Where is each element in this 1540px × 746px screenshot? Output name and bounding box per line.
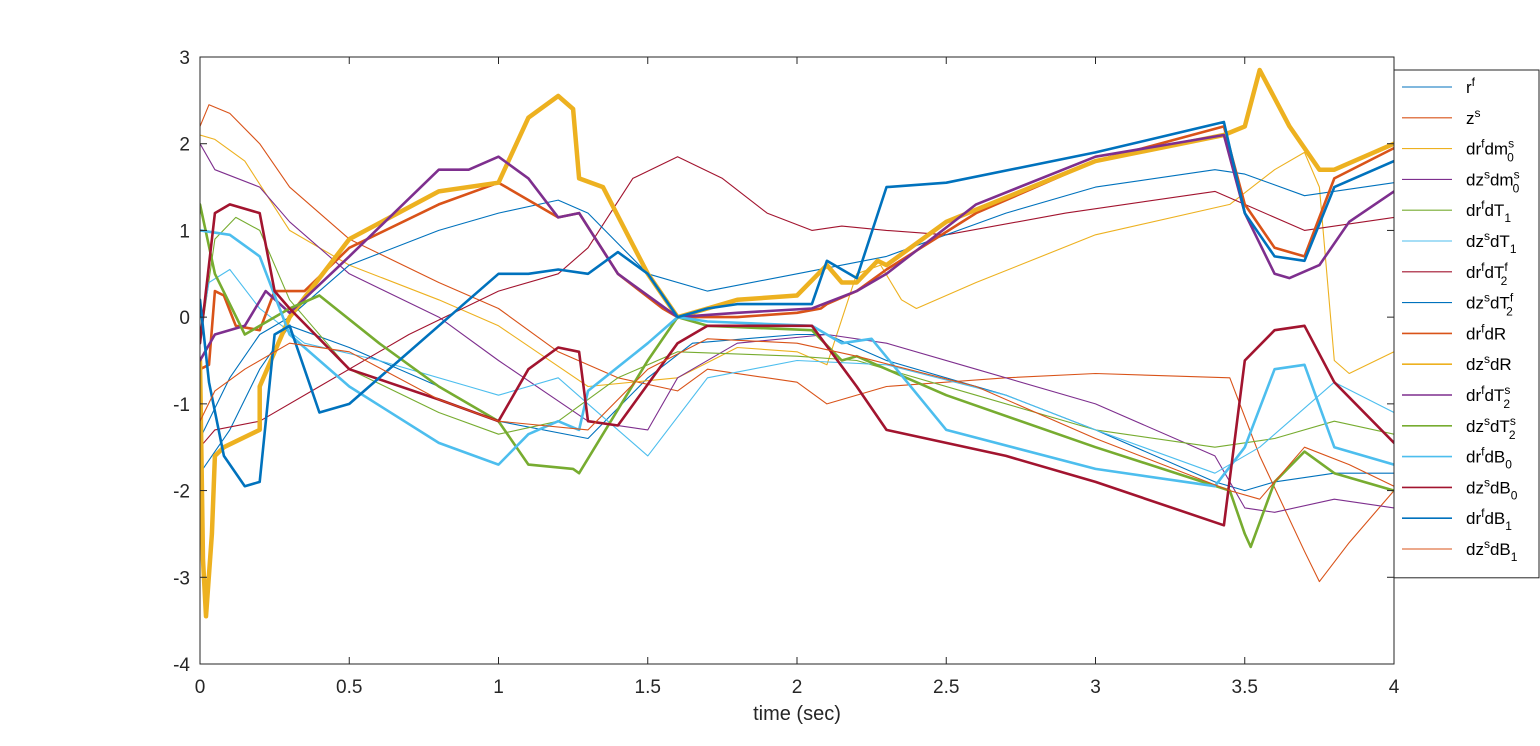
legend-entry-label: drf​dB1​ xyxy=(1466,506,1512,533)
x-tick-label: 1 xyxy=(493,677,504,698)
x-tick-label: 0.5 xyxy=(336,677,362,698)
y-tick-label: 3 xyxy=(179,48,190,69)
series-layer xyxy=(200,67,1394,619)
series-line-4 xyxy=(200,143,1394,513)
y-tick-label: 2 xyxy=(179,135,190,156)
series-line-1 xyxy=(200,325,1394,492)
y-tick-label: -1 xyxy=(173,395,190,416)
y-axis: -4 -3 -2 -1 0 1 2 3 xyxy=(173,48,1394,676)
legend-entry-label: zs​ xyxy=(1466,106,1481,128)
series-line-15 xyxy=(200,120,1394,488)
x-tick-label: 3 xyxy=(1090,677,1101,698)
y-tick-label: 0 xyxy=(179,308,190,329)
x-tick-label: 0 xyxy=(195,677,206,698)
legend-entry-label: drf​dT1​ xyxy=(1466,198,1511,225)
legend-entry-label: rf​ xyxy=(1466,75,1476,97)
x-axis: 0 0.5 1 1.5 2 2.5 3 3.5 4 xyxy=(195,57,1400,698)
legend-entry-label: dzs​dB0​ xyxy=(1466,475,1518,502)
series-line-14 xyxy=(200,203,1394,527)
series-line-6 xyxy=(200,268,1394,474)
series-line-12 xyxy=(200,203,1394,549)
series-line-16 xyxy=(200,338,1394,500)
legend-entry-label: drf​dB0​ xyxy=(1466,445,1512,472)
x-tick-label: 2.5 xyxy=(933,677,959,698)
x-tick-label: 1.5 xyxy=(635,677,661,698)
x-tick-label: 2 xyxy=(792,677,803,698)
y-tick-label: 1 xyxy=(179,221,190,242)
y-tick-label: -2 xyxy=(173,482,190,503)
x-tick-label: 3.5 xyxy=(1232,677,1258,698)
series-line-2 xyxy=(200,104,1394,583)
legend-entry-label: drf​dR xyxy=(1466,321,1506,343)
y-tick-label: -4 xyxy=(173,655,190,676)
x-tick-label: 4 xyxy=(1389,677,1400,698)
legend-entry-label: dzs​dR xyxy=(1466,352,1512,374)
legend-entry-label: dzs​dT1​ xyxy=(1466,229,1517,256)
legend-box xyxy=(1393,69,1540,579)
y-tick-label: -3 xyxy=(173,568,190,589)
legend-entry-label: dzs​dB1​ xyxy=(1466,537,1518,564)
x-axis-label: time (sec) xyxy=(753,703,841,725)
series-line-5 xyxy=(200,216,1394,448)
